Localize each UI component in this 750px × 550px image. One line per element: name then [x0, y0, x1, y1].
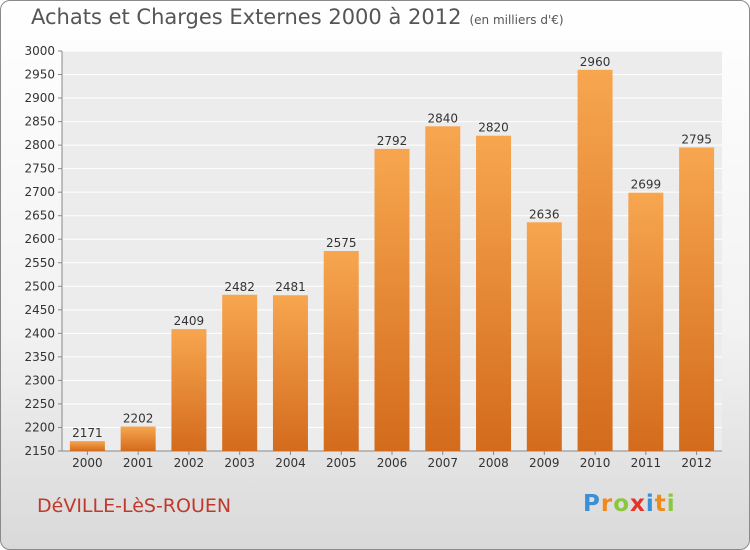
logo-letter: i [666, 491, 676, 517]
y-tick-label: 2800 [24, 138, 55, 152]
bar [425, 126, 461, 451]
y-tick-label: 2200 [24, 420, 55, 434]
y-tick-label: 2400 [24, 326, 55, 340]
bar-value-label: 2482 [224, 280, 255, 294]
y-tick-label: 2350 [24, 350, 55, 364]
bar [526, 222, 562, 451]
y-tick-label: 2250 [24, 397, 55, 411]
x-tick-label: 2003 [224, 456, 255, 470]
y-tick-label: 3000 [24, 44, 55, 58]
logo-letter: r [600, 491, 614, 517]
y-tick-label: 2750 [24, 162, 55, 176]
logo-letter: P [583, 491, 601, 517]
bar-value-label: 2202 [123, 412, 154, 426]
bar [222, 294, 258, 451]
logo-letter: o [613, 491, 631, 517]
y-tick-label: 2150 [24, 444, 55, 458]
chart-title: Achats et Charges Externes 2000 à 2012 (e… [31, 5, 564, 29]
x-tick-label: 2006 [377, 456, 408, 470]
logo-letter: i [645, 491, 655, 517]
y-tick-label: 2500 [24, 279, 55, 293]
y-tick-label: 2900 [24, 91, 55, 105]
y-tick-label: 2450 [24, 303, 55, 317]
x-tick-label: 2001 [123, 456, 154, 470]
proxiti-logo: Proxiti [583, 491, 676, 517]
bar-value-label: 2481 [275, 280, 306, 294]
x-tick-label: 2011 [631, 456, 662, 470]
logo-letter: x [630, 491, 646, 517]
y-tick-label: 2850 [24, 115, 55, 129]
bar [476, 135, 512, 452]
bar-value-label: 2820 [478, 121, 509, 135]
bar-value-label: 2960 [580, 55, 611, 69]
bar-value-label: 2575 [326, 236, 357, 250]
bar [323, 251, 359, 451]
y-tick-label: 2300 [24, 373, 55, 387]
bar-value-label: 2699 [631, 178, 662, 192]
x-tick-label: 2010 [580, 456, 611, 470]
place-name: DéVILLE-LèS-ROUEN [37, 495, 232, 517]
y-tick-label: 2700 [24, 185, 55, 199]
bar [679, 147, 715, 451]
bar [628, 192, 664, 451]
x-tick-label: 2004 [275, 456, 306, 470]
bar-value-label: 2840 [427, 111, 458, 125]
title-text: Achats et Charges Externes 2000 à 2012 [31, 5, 462, 29]
bar-value-label: 2171 [72, 426, 103, 440]
bar-value-label: 2409 [174, 314, 205, 328]
bar-value-label: 2792 [377, 134, 408, 148]
x-tick-label: 2008 [478, 456, 509, 470]
bar [374, 148, 410, 451]
unit-label: (en milliers d'€) [469, 13, 564, 27]
y-tick-label: 2950 [24, 68, 55, 82]
logo-letter: t [654, 491, 667, 517]
y-tick-label: 2550 [24, 256, 55, 270]
y-tick-label: 2650 [24, 209, 55, 223]
x-tick-label: 2007 [427, 456, 458, 470]
bar [171, 329, 207, 451]
bar-value-label: 2795 [681, 132, 712, 146]
x-tick-label: 2005 [326, 456, 357, 470]
bar [120, 426, 156, 451]
bar [69, 441, 105, 451]
x-tick-label: 2002 [174, 456, 205, 470]
y-tick-label: 2600 [24, 232, 55, 246]
bar [577, 69, 613, 451]
bar-value-label: 2636 [529, 207, 560, 221]
x-tick-label: 2012 [681, 456, 712, 470]
bar [272, 295, 308, 451]
x-tick-label: 2009 [529, 456, 560, 470]
x-tick-label: 2000 [72, 456, 103, 470]
